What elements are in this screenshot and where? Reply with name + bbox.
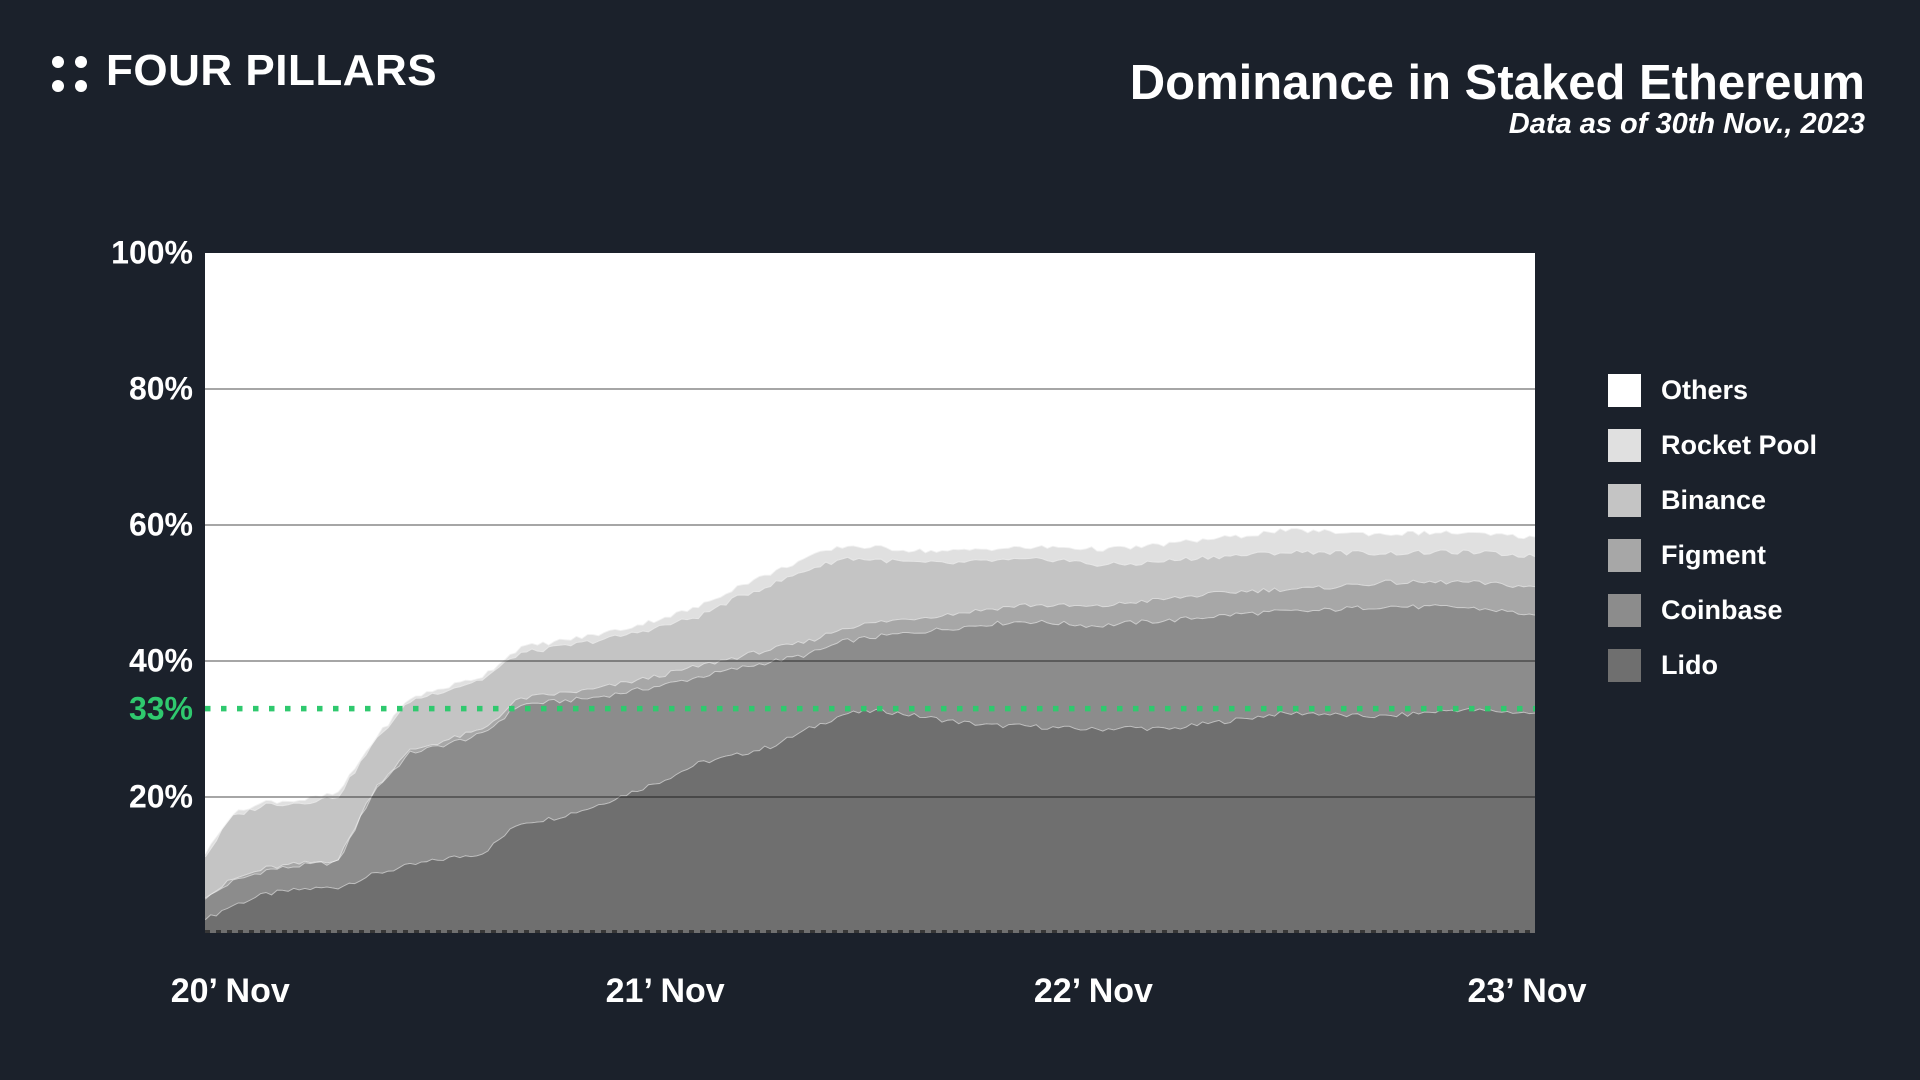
four-dots-logo-icon <box>52 48 94 94</box>
y-tick-label-100: 100% <box>111 234 193 271</box>
legend-swatch <box>1608 374 1641 407</box>
legend-label: Coinbase <box>1661 595 1783 625</box>
area-layer-coinbase <box>205 604 1535 920</box>
stacked-area-chart <box>205 388 1535 933</box>
legend-item-figment: Figment <box>1608 539 1817 572</box>
y-tick-label-80: 80% <box>128 370 193 407</box>
legend-label: Others <box>1661 375 1749 405</box>
x-axis-labels: 20’ Nov 21’ Nov 22’ Nov 23’ Nov <box>171 972 1587 1022</box>
legend-swatch <box>1608 429 1641 462</box>
legend-item-coinbase: Coinbase <box>1608 594 1817 627</box>
chart-legend: Others Rocket Pool Binance Figment Coinbase L… <box>1608 374 1817 704</box>
legend-swatch <box>1608 484 1641 517</box>
page-subtitle: Data as of 30th Nov., 2023 <box>1508 108 1865 140</box>
legend-item-others: Others <box>1608 374 1817 407</box>
legend-label: Lido <box>1661 650 1718 680</box>
page-title: Dominance in Staked Ethereum <box>1129 56 1865 110</box>
legend-swatch <box>1608 539 1641 572</box>
x-tick-label-4: 23’ Nov <box>1467 972 1587 1010</box>
legend-label: Rocket Pool <box>1661 430 1818 460</box>
area-layer-lido <box>205 707 1535 933</box>
y-tick-label-20: 20% <box>128 778 193 815</box>
plot-area <box>205 253 1535 933</box>
legend-swatch <box>1608 649 1641 682</box>
gridlines <box>205 388 1535 933</box>
legend-item-binance: Binance <box>1608 484 1817 517</box>
layer-top-edge-rocket-pool <box>205 527 1535 855</box>
x-tick-label-2: 21’ Nov <box>605 972 725 1010</box>
legend-label: Figment <box>1661 540 1766 570</box>
four-pillars-logo: FOUR PILLARS <box>52 46 437 96</box>
legend-item-rocket-pool: Rocket Pool <box>1608 429 1817 462</box>
legend-item-lido: Lido <box>1608 649 1817 682</box>
y-tick-label-40: 40% <box>128 642 193 679</box>
logo-text: FOUR PILLARS <box>106 46 438 95</box>
legend-swatch <box>1608 594 1641 627</box>
x-tick-label-3: 22’ Nov <box>1033 972 1153 1010</box>
x-tick-label-1: 20’ Nov <box>170 972 290 1010</box>
area-layer-binance <box>205 549 1535 898</box>
threshold-label: 33% <box>128 690 193 727</box>
y-tick-label-60: 60% <box>128 506 193 543</box>
y-axis-labels: 100% 80% 60% 40% 20% 33% <box>0 235 193 933</box>
legend-label: Binance <box>1661 485 1767 515</box>
